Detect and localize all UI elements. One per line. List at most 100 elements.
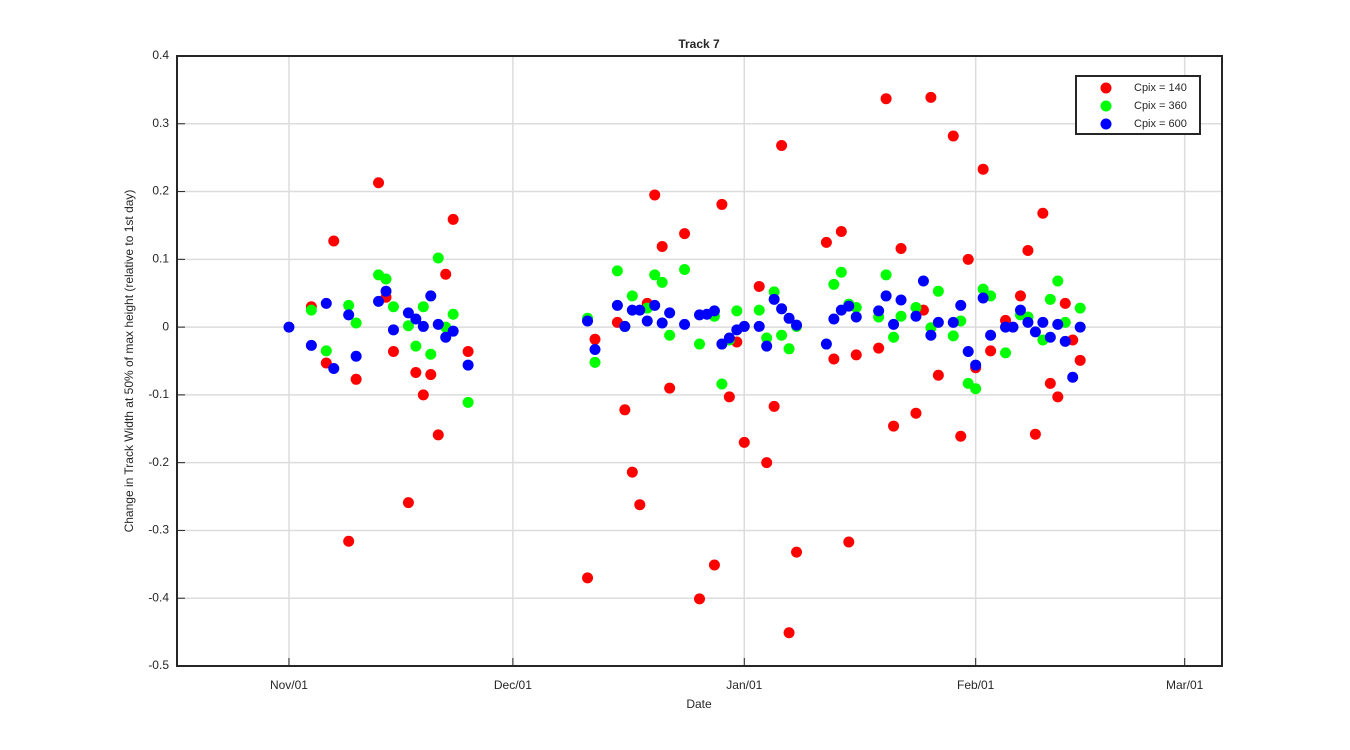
point — [880, 93, 892, 105]
point — [350, 350, 362, 362]
x-axis-label: Date — [686, 697, 712, 711]
point — [985, 345, 997, 357]
point — [1044, 331, 1056, 343]
point — [925, 91, 937, 103]
point — [425, 369, 437, 381]
point — [835, 266, 847, 278]
x-tick-label: Feb/01 — [957, 678, 995, 692]
point — [320, 297, 332, 309]
plot-area — [177, 56, 1222, 666]
x-tick-label: Mar/01 — [1166, 678, 1204, 692]
point — [708, 559, 720, 571]
point — [888, 318, 900, 330]
point — [955, 299, 967, 311]
point — [664, 329, 676, 341]
point — [1022, 245, 1034, 257]
point — [738, 320, 750, 332]
point — [828, 278, 840, 290]
point — [970, 383, 982, 395]
point — [753, 320, 765, 332]
point — [589, 356, 601, 368]
point — [820, 338, 832, 350]
point — [955, 430, 967, 442]
point — [1059, 297, 1071, 309]
point — [716, 338, 728, 350]
point — [1022, 316, 1034, 328]
point — [828, 313, 840, 325]
point — [843, 536, 855, 548]
point — [820, 236, 832, 248]
point — [432, 429, 444, 441]
x-tick-label: Dec/01 — [494, 678, 532, 692]
point — [873, 305, 885, 317]
point — [328, 235, 340, 247]
point — [843, 300, 855, 312]
point — [447, 213, 459, 225]
point — [619, 404, 631, 416]
point — [835, 226, 847, 238]
point — [776, 329, 788, 341]
marks — [283, 91, 1086, 639]
point — [895, 310, 907, 322]
point — [723, 332, 735, 344]
point — [402, 497, 414, 509]
point — [932, 316, 944, 328]
point — [850, 349, 862, 361]
point — [373, 177, 385, 189]
point — [738, 436, 750, 448]
point — [910, 310, 922, 322]
point — [761, 340, 773, 352]
point — [380, 285, 392, 297]
y-tick-label: 0.4 — [152, 48, 169, 62]
point — [350, 373, 362, 385]
point — [925, 329, 937, 341]
point — [387, 301, 399, 313]
point — [1074, 354, 1086, 366]
point — [1007, 321, 1019, 333]
point — [656, 240, 668, 252]
chart-title: Track 7 — [678, 37, 720, 51]
point — [410, 340, 422, 352]
point — [634, 304, 646, 316]
point — [1029, 428, 1041, 440]
point — [828, 353, 840, 365]
point — [626, 290, 638, 302]
point — [694, 593, 705, 605]
point — [977, 283, 989, 295]
point — [619, 320, 631, 332]
grid — [177, 55, 1222, 667]
y-tick-label: -0.3 — [148, 523, 169, 537]
point — [761, 332, 773, 344]
point — [1029, 326, 1041, 338]
legend-label: Cpix = 360 — [1134, 100, 1187, 112]
plot-frame — [176, 55, 1223, 667]
point — [791, 319, 803, 331]
point — [783, 627, 795, 639]
point — [641, 315, 653, 327]
point — [753, 280, 765, 292]
legend: Cpix = 140 Cpix = 360 Cpix = 600 — [1075, 75, 1201, 135]
point — [694, 338, 705, 350]
point — [387, 324, 399, 336]
point — [873, 342, 885, 354]
point — [380, 273, 392, 285]
point — [649, 269, 661, 281]
point — [664, 382, 676, 394]
point — [910, 301, 922, 313]
point — [716, 198, 728, 210]
point — [410, 367, 422, 379]
point — [1037, 207, 1049, 219]
point — [1014, 290, 1026, 302]
point — [791, 546, 803, 558]
point — [917, 275, 929, 287]
point — [402, 320, 414, 332]
point — [1052, 275, 1064, 287]
point — [417, 389, 429, 401]
point — [962, 346, 974, 358]
point — [888, 420, 900, 432]
point — [432, 252, 444, 264]
point — [768, 400, 780, 412]
point — [343, 299, 355, 311]
point — [373, 295, 385, 307]
point — [634, 499, 646, 511]
